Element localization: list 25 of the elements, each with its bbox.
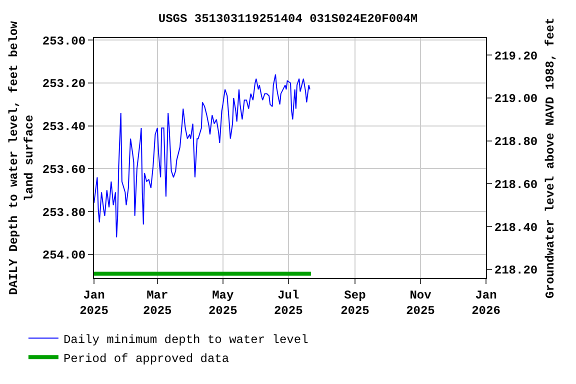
x-tick-label: Nov 2025 bbox=[406, 288, 435, 318]
y2-tick-label: 219.00 bbox=[494, 92, 538, 106]
y-tick-label: 253.60 bbox=[42, 162, 86, 177]
y-tick-label: 253.40 bbox=[42, 120, 86, 134]
x-tick-label: Sep 2025 bbox=[340, 288, 370, 318]
y2-tick-label: 218.60 bbox=[494, 178, 538, 192]
y2-tick-label: 218.40 bbox=[494, 220, 538, 235]
x-tick-label: Jan 2025 bbox=[80, 288, 108, 318]
y2-tick-label: 218.20 bbox=[494, 264, 538, 278]
x-tick-label: May 2025 bbox=[208, 288, 238, 318]
y-tick-label: 254.00 bbox=[42, 248, 86, 263]
x-tick-label: Jan 2026 bbox=[472, 288, 500, 318]
y2-tick-label: 218.80 bbox=[494, 135, 538, 150]
x-tick-label: Jul 2025 bbox=[274, 288, 303, 318]
line-series bbox=[94, 74, 310, 238]
x-tick-label: Mar 2025 bbox=[142, 288, 172, 318]
legend-label: Daily minimum depth to water level bbox=[63, 332, 308, 347]
y2-axis-title: Groundwater level above NAVD 1988, feet bbox=[544, 18, 558, 298]
y-tick-label: 253.20 bbox=[42, 77, 86, 92]
y-tick-label: 253.80 bbox=[42, 206, 86, 220]
legend-label: Period of approved data bbox=[63, 352, 230, 366]
y-tick-label: 253.00 bbox=[42, 34, 86, 48]
chart-title: USGS 351303119251404 031S024E20F004M bbox=[158, 12, 418, 26]
y-axis-title: DAILY Depth to water level, feet below land surface bbox=[7, 20, 37, 295]
y2-tick-label: 219.20 bbox=[494, 49, 538, 64]
